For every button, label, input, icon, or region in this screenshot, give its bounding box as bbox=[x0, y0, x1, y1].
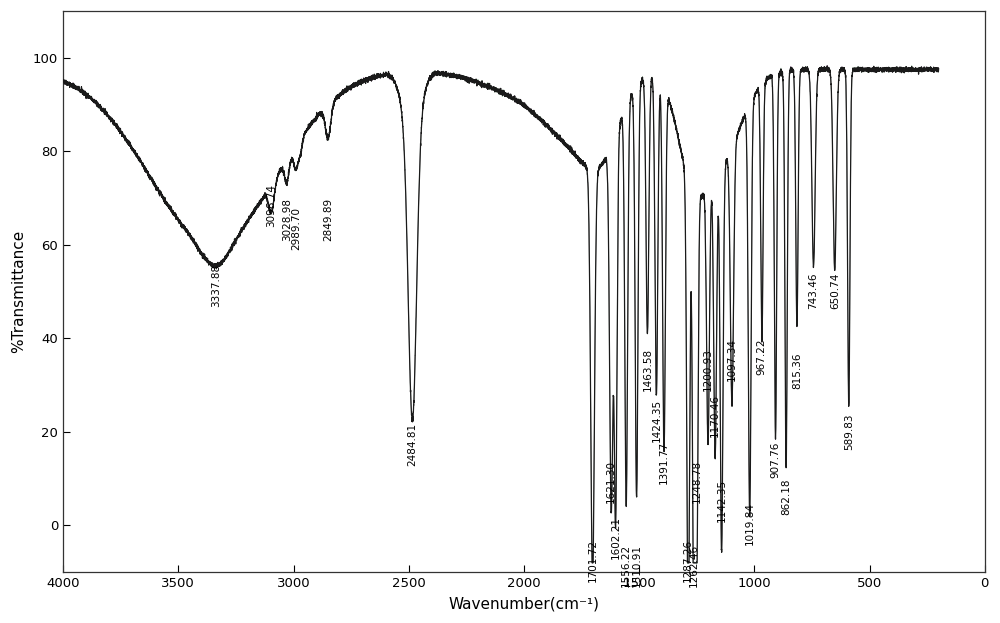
Text: 1287.26: 1287.26 bbox=[683, 540, 693, 583]
Text: 2484.81: 2484.81 bbox=[407, 422, 417, 465]
Text: 3337.88: 3337.88 bbox=[211, 264, 221, 307]
Text: 1142.35: 1142.35 bbox=[717, 478, 727, 521]
Text: 2849.89: 2849.89 bbox=[323, 198, 333, 241]
Text: 3096.74: 3096.74 bbox=[266, 184, 276, 227]
Text: 1019.84: 1019.84 bbox=[745, 502, 755, 545]
Text: 650.74: 650.74 bbox=[830, 273, 840, 309]
Text: 862.18: 862.18 bbox=[781, 478, 791, 515]
X-axis label: Wavenumber(cm⁻¹): Wavenumber(cm⁻¹) bbox=[448, 597, 599, 612]
Text: 1262.46: 1262.46 bbox=[689, 544, 699, 587]
Text: 815.36: 815.36 bbox=[792, 353, 802, 389]
Text: 1602.21: 1602.21 bbox=[611, 516, 621, 559]
Text: 1556.22: 1556.22 bbox=[621, 544, 631, 587]
Text: 1248.78: 1248.78 bbox=[692, 460, 702, 503]
Text: 743.46: 743.46 bbox=[808, 273, 818, 310]
Text: 2989.70: 2989.70 bbox=[291, 207, 301, 250]
Text: 1170.46: 1170.46 bbox=[710, 394, 720, 437]
Text: 1463.58: 1463.58 bbox=[643, 348, 653, 391]
Text: 589.83: 589.83 bbox=[844, 413, 854, 450]
Text: 1391.77: 1391.77 bbox=[659, 441, 669, 484]
Text: 1424.35: 1424.35 bbox=[652, 399, 662, 442]
Text: 967.22: 967.22 bbox=[757, 338, 767, 375]
Text: 1621.30: 1621.30 bbox=[606, 460, 616, 503]
Text: 907.76: 907.76 bbox=[771, 441, 781, 478]
Text: 3028.98: 3028.98 bbox=[282, 198, 292, 241]
Text: 1200.93: 1200.93 bbox=[703, 348, 713, 391]
Y-axis label: %Transmittance: %Transmittance bbox=[11, 230, 26, 353]
Text: 1510.91: 1510.91 bbox=[632, 544, 642, 587]
Text: 1097.34: 1097.34 bbox=[727, 338, 737, 381]
Text: 1701.72: 1701.72 bbox=[588, 540, 598, 583]
